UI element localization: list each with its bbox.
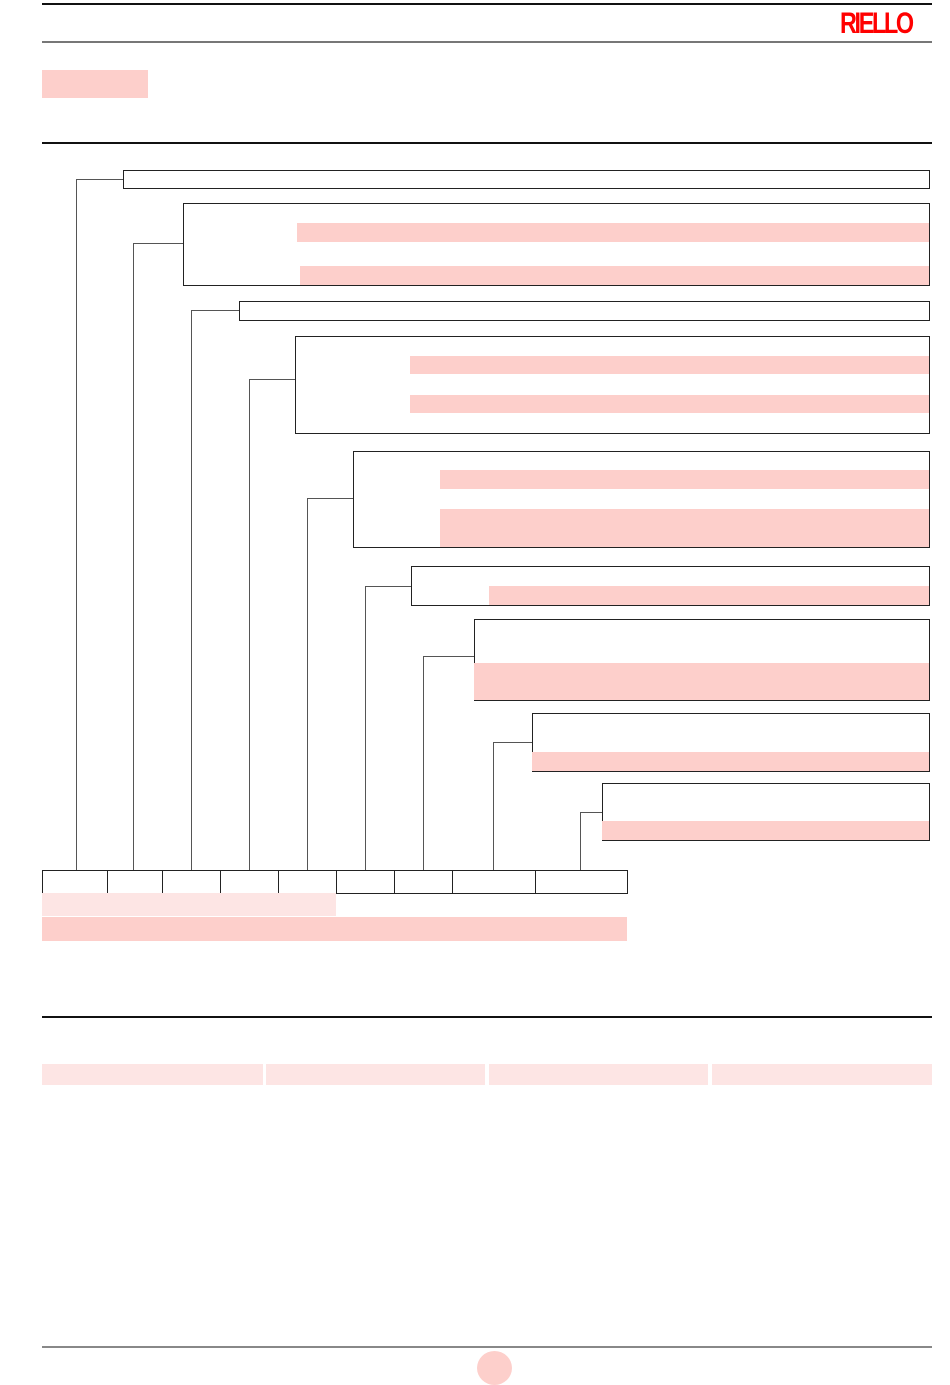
table-header-cell-3 bbox=[489, 1064, 708, 1085]
description-highlight bbox=[440, 509, 929, 547]
connector-line bbox=[191, 310, 239, 311]
description-highlight bbox=[410, 356, 929, 374]
code-legend-light bbox=[42, 893, 336, 916]
connector-line bbox=[493, 742, 532, 743]
connector-line bbox=[76, 179, 123, 180]
code-cell bbox=[535, 870, 628, 894]
code-cell bbox=[162, 870, 221, 894]
riello-logo: RIELLO bbox=[840, 7, 914, 40]
code-cell bbox=[336, 870, 395, 894]
description-highlight bbox=[300, 266, 929, 285]
description-highlight bbox=[297, 223, 929, 242]
connector-line bbox=[365, 586, 411, 587]
description-highlight bbox=[440, 470, 929, 489]
code-cell bbox=[278, 870, 337, 894]
connector-line bbox=[133, 243, 183, 244]
table-header-cell-4 bbox=[712, 1064, 932, 1085]
code-cell bbox=[452, 870, 536, 894]
connector-line bbox=[76, 179, 77, 870]
description-highlight bbox=[532, 752, 929, 771]
description-highlight bbox=[489, 586, 929, 605]
footer-rule bbox=[42, 1346, 932, 1348]
section-divider bbox=[42, 142, 932, 144]
section-title-highlight bbox=[42, 70, 148, 98]
code-cell bbox=[394, 870, 453, 894]
description-highlight bbox=[602, 821, 929, 840]
connector-line bbox=[249, 379, 250, 870]
connector-line bbox=[365, 586, 366, 870]
connector-line bbox=[493, 742, 494, 870]
connector-line bbox=[307, 498, 353, 499]
code-description-box bbox=[239, 301, 930, 321]
table-header-cell-2 bbox=[266, 1064, 485, 1085]
code-legend bbox=[42, 917, 627, 941]
connector-line bbox=[249, 379, 295, 380]
connector-line bbox=[423, 656, 424, 870]
connector-line bbox=[133, 243, 134, 870]
header-bottom-rule bbox=[42, 41, 932, 43]
page-number-badge bbox=[477, 1351, 512, 1385]
connector-line bbox=[580, 812, 602, 813]
connector-line bbox=[580, 812, 581, 870]
code-cell bbox=[107, 870, 163, 894]
description-highlight bbox=[410, 395, 929, 413]
code-cell bbox=[42, 870, 108, 894]
header-top-rule bbox=[42, 3, 932, 5]
description-highlight bbox=[474, 663, 929, 700]
connector-line bbox=[307, 498, 308, 870]
section-divider-2 bbox=[42, 1016, 932, 1018]
table-header-cell-1 bbox=[42, 1064, 263, 1085]
code-description-box bbox=[123, 170, 930, 189]
code-cell bbox=[220, 870, 279, 894]
code-description-box bbox=[295, 336, 930, 434]
connector-line bbox=[191, 310, 192, 870]
connector-line bbox=[423, 656, 474, 657]
